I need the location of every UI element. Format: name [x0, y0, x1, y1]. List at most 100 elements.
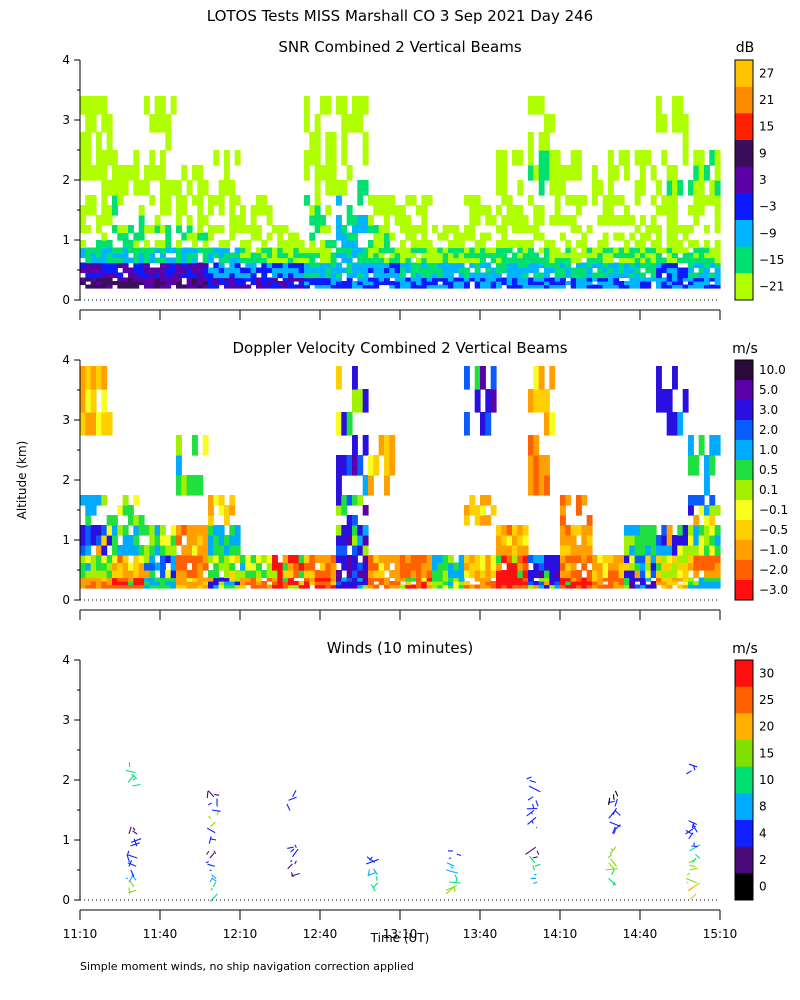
heatmap-cell [106, 562, 113, 571]
heatmap-cell [464, 581, 470, 586]
heatmap-cell [85, 555, 92, 564]
heatmap-cell [234, 272, 241, 279]
heatmap-cell [336, 247, 342, 254]
heatmap-cell [282, 267, 289, 274]
heatmap-cell [208, 584, 214, 589]
heatmap-cell [362, 132, 369, 151]
heatmap-cell [320, 284, 326, 289]
heatmap-cell [192, 525, 198, 536]
heatmap-cell [186, 232, 193, 241]
colorbar-label: −0.5 [759, 523, 788, 537]
heatmap-cell [298, 281, 305, 286]
heatmap-cell [208, 277, 214, 282]
wind-barb [608, 797, 611, 805]
heatmap-cell [480, 247, 486, 254]
heatmap-cell [677, 272, 684, 279]
heatmap-cell [176, 535, 182, 546]
heatmap-cell [330, 562, 337, 571]
heatmap-cell [128, 577, 134, 582]
wind-barb [613, 830, 616, 835]
heatmap-cell [256, 562, 262, 571]
heatmap-cell [672, 577, 678, 582]
heatmap-cell [128, 281, 134, 286]
y-tick-label: 4 [62, 653, 70, 667]
heatmap-cell [597, 215, 604, 226]
heatmap-cell [293, 570, 300, 579]
heatmap-cell [384, 281, 390, 286]
heatmap-cell [608, 180, 614, 196]
heatmap-cell [117, 505, 124, 516]
heatmap-cell [261, 257, 268, 264]
heatmap-cell [544, 555, 550, 564]
heatmap-cell [544, 114, 550, 133]
heatmap-cell [533, 252, 540, 259]
heatmap-cell [602, 262, 609, 269]
heatmap-cell [608, 277, 614, 282]
heatmap-cell [666, 165, 673, 181]
heatmap-cell [341, 412, 348, 436]
heatmap-cell [229, 272, 236, 279]
wind-barb [533, 881, 538, 885]
heatmap-cell [602, 232, 609, 241]
heatmap-cell [709, 252, 716, 259]
wind-barb [211, 877, 217, 882]
heatmap-cell [501, 257, 508, 264]
heatmap-cell [282, 281, 289, 286]
heatmap-cell [314, 577, 321, 582]
heatmap-cell [384, 475, 390, 496]
colorbar-label: 20 [759, 720, 774, 734]
wind-barb [534, 863, 541, 867]
wind-barb [366, 856, 376, 863]
colorbar-label: −2.0 [759, 563, 788, 577]
heatmap-cell [346, 240, 353, 249]
heatmap-cell [117, 165, 124, 181]
heatmap-cell [186, 257, 193, 264]
heatmap-cell [576, 195, 582, 206]
heatmap-cell [362, 435, 369, 456]
heatmap-cell [176, 195, 182, 206]
heatmap-cell [138, 577, 145, 582]
heatmap-cell [586, 247, 593, 254]
heatmap-cell [528, 281, 534, 286]
heatmap-cell [357, 257, 364, 264]
heatmap-cell [544, 584, 550, 589]
heatmap-cell [528, 284, 534, 289]
heatmap-cell [352, 114, 358, 133]
heatmap-cell [560, 577, 566, 582]
heatmap-cell [138, 555, 145, 564]
heatmap-cell [682, 277, 689, 282]
heatmap-cell [624, 555, 630, 564]
heatmap-cell [128, 570, 134, 579]
heatmap-cell [640, 535, 646, 546]
heatmap-cell [661, 555, 668, 564]
heatmap-cell [218, 247, 225, 254]
heatmap-cell [416, 267, 422, 274]
heatmap-cell [106, 272, 113, 279]
heatmap-cell [517, 262, 524, 269]
heatmap-cell [384, 455, 390, 476]
heatmap-cell [464, 562, 470, 571]
heatmap-cell [629, 555, 636, 564]
heatmap-cell [362, 96, 369, 115]
heatmap-cell [405, 225, 412, 234]
heatmap-cell [330, 584, 337, 589]
heatmap-cell [304, 584, 310, 589]
heatmap-cell [106, 132, 113, 151]
heatmap-cell [554, 150, 561, 166]
heatmap-cell [229, 257, 236, 264]
heatmap-cell [213, 545, 220, 556]
heatmap-cell [416, 581, 422, 586]
heatmap-cell [650, 257, 657, 264]
heatmap-cell [154, 545, 161, 556]
heatmap-cell [490, 505, 497, 516]
heatmap-cell [714, 577, 721, 582]
heatmap-cell [378, 267, 385, 274]
heatmap-cell [656, 267, 662, 274]
heatmap-cell [522, 252, 529, 259]
heatmap-cell [202, 545, 209, 556]
y-tick-label: 0 [62, 593, 70, 607]
heatmap-cell [645, 577, 652, 582]
heatmap-cell [165, 225, 172, 234]
heatmap-cell [314, 180, 321, 196]
